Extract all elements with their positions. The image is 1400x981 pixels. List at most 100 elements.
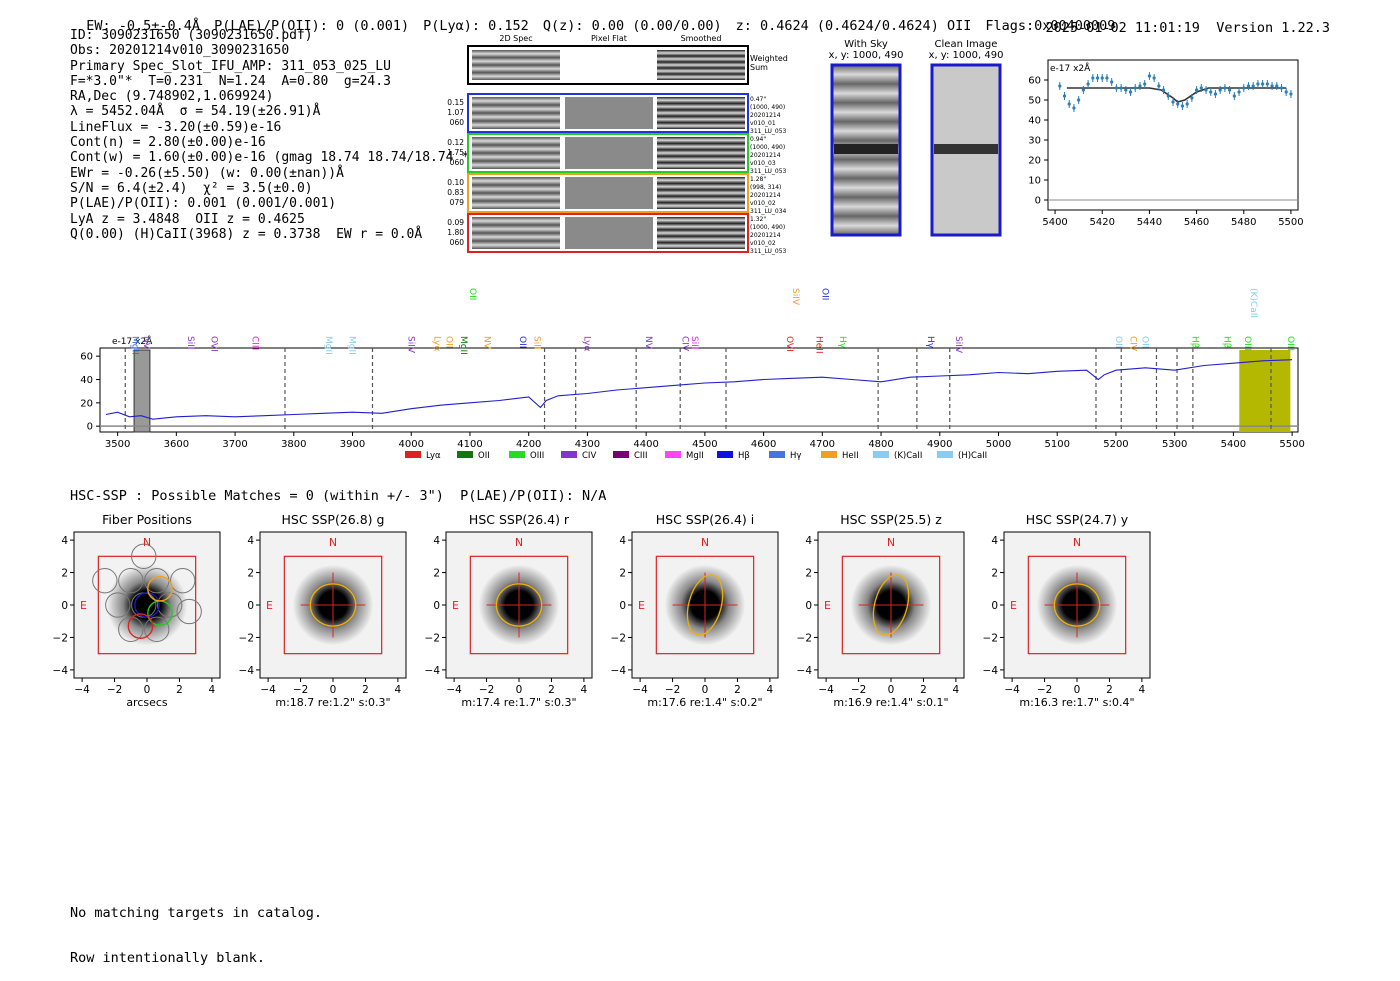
cutout-right-label: 311_LU_053	[750, 128, 787, 135]
zoom-point	[1119, 86, 1123, 90]
zoom-point	[1209, 90, 1213, 94]
hsc-panel-title: HSC SSP(26.4) i	[656, 512, 754, 527]
cutout-col-title: 2D Spec	[499, 34, 532, 43]
cutout-col-title: Pixel Flat	[591, 34, 627, 43]
hsc-ellipse	[1053, 583, 1101, 627]
hsc-caption: m:17.6 re:1.4" s:0.2"	[647, 696, 762, 709]
fiber-circle	[170, 567, 196, 594]
hsc-ytick-label: 4	[991, 535, 998, 547]
weighted-label: Weighted	[750, 54, 788, 63]
hsc-summary: HSC-SSP : Possible Matches = 0 (within +…	[70, 488, 607, 504]
plya-value: P(Lyα): 0.152	[423, 18, 529, 34]
zoom-point	[1081, 88, 1085, 92]
hsc-xtick-label: 0	[1074, 684, 1081, 696]
full-xtick-label: 4200	[516, 439, 541, 450]
zoom-point	[1143, 82, 1147, 86]
zoom-point	[1256, 82, 1260, 86]
cutout-pixel-flat	[565, 177, 653, 209]
full-xtick-label: 4600	[751, 439, 776, 450]
hsc-ytick-label: 2	[433, 568, 440, 580]
spectral-line-label: MgII	[323, 336, 333, 355]
hsc-aperture-box	[841, 555, 941, 655]
legend-label: Hβ	[738, 451, 750, 461]
zoom-point	[1190, 96, 1194, 100]
legend-label: Lyα	[426, 451, 441, 461]
legend-swatch	[405, 451, 421, 458]
info-line: Cont(n) = 2.80(±0.00)e-16	[70, 135, 266, 151]
zoom-point	[1218, 88, 1222, 92]
hsc-xtick-label: −4	[74, 684, 90, 696]
spectral-line-label: HeII	[813, 336, 823, 354]
legend-label: HeII	[842, 451, 859, 461]
zoom-point	[1072, 106, 1076, 110]
hsc-panel-title: Fiber Positions	[102, 512, 192, 527]
legend-swatch	[769, 451, 785, 458]
zoom-point	[1077, 98, 1081, 102]
info-line: Cont(w) = 1.60(±0.00)e-16 (gmag 18.74 18…	[70, 150, 477, 166]
hsc-xtick-label: 4	[953, 684, 960, 696]
cutout-right-label: 311_LU_034	[750, 208, 787, 215]
legend-swatch	[457, 451, 473, 458]
spectrum-line	[105, 359, 1293, 420]
cutout-smoothed	[657, 137, 745, 169]
zoom-point	[1166, 94, 1170, 98]
cutout-right-label: 0.94"	[750, 136, 766, 143]
legend-label: CIV	[582, 451, 596, 461]
hsc-ytick-label: 0	[991, 600, 998, 612]
with-sky-title: x, y: 1000, 490	[829, 50, 904, 61]
full-xtick-label: 4400	[633, 439, 658, 450]
spectral-line-label: SiIV	[790, 288, 800, 306]
spectral-line-label: SiII	[689, 336, 699, 350]
spectral-line-label: Lyα	[432, 336, 442, 352]
legend-swatch	[509, 451, 525, 458]
hsc-ytick-label: −2	[797, 632, 812, 644]
hsc-ytick-label: 0	[247, 600, 254, 612]
hsc-xtick-label: 0	[888, 684, 895, 696]
spectral-line-label: OII	[517, 336, 527, 348]
legend-label: Hγ	[790, 451, 801, 461]
cutout-left-label: 079	[450, 198, 465, 207]
hsc-caption: m:17.4 re:1.7" s:0.3"	[461, 696, 576, 709]
hsc-ytick-label: 0	[619, 600, 626, 612]
full-xtick-label: 4100	[457, 439, 482, 450]
cutout-right-label: (998, 314)	[750, 184, 781, 191]
info-line: P(LAE)/P(OII): 0.001 (0.001/0.001)	[70, 196, 337, 212]
with-sky-title: With Sky	[844, 39, 888, 50]
zoom-point	[1275, 84, 1279, 88]
hsc-caption: m:18.7 re:1.2" s:0.3"	[275, 696, 390, 709]
fiber-circle	[118, 567, 144, 594]
clean-image-line	[934, 144, 998, 154]
hsc-ytick-label: 2	[619, 568, 626, 580]
full-xtick-label: 3500	[105, 439, 130, 450]
cutout-left-label: 0.83	[447, 188, 464, 197]
cutout-right-label: (1000, 490)	[750, 104, 785, 111]
north-label: N	[143, 536, 151, 549]
full-xtick-label: 5300	[1162, 439, 1187, 450]
cutout-right-label: 20201214	[750, 232, 781, 239]
spectral-line-label: SiII	[532, 336, 542, 350]
hsc-aperture-box	[97, 555, 197, 655]
zoom-ytick-label: 30	[1028, 136, 1041, 147]
hsc-xtick-label: 2	[548, 684, 555, 696]
east-label: E	[266, 599, 273, 612]
hsc-ellipse	[686, 574, 724, 636]
cutout-2d-spec	[472, 97, 560, 129]
header-bar: EW: -0.5±-0.4Å P(LAE)/P(OII): 0 (0.001) P(…	[70, 2, 1129, 34]
zoom-point	[1242, 86, 1246, 90]
hsc-ytick-label: 2	[991, 568, 998, 580]
hsc-ytick-label: 4	[433, 535, 440, 547]
full-frame	[99, 347, 1299, 433]
full-xtick-label: 3900	[340, 439, 365, 450]
spectral-line-label: Hβ	[1222, 336, 1232, 349]
north-label: N	[887, 536, 895, 549]
cutout-left-label: 0.15	[447, 98, 464, 107]
hsc-ytick-label: 2	[805, 568, 812, 580]
hsc-xtick-label: 4	[581, 684, 588, 696]
full-spectrum-chart: 3500 3600 3700 3800 3900 4000 4100 4200 4300 4400…	[80, 288, 1305, 461]
cutout-pixel-flat	[565, 137, 653, 169]
clean-image-title: Clean Image	[935, 39, 998, 50]
hsc-xtick-label: 4	[1139, 684, 1146, 696]
hsc-xtick-label: −4	[1004, 684, 1020, 696]
cutout-left-label: 1.80	[447, 228, 464, 237]
full-xtick-label: 4700	[810, 439, 835, 450]
